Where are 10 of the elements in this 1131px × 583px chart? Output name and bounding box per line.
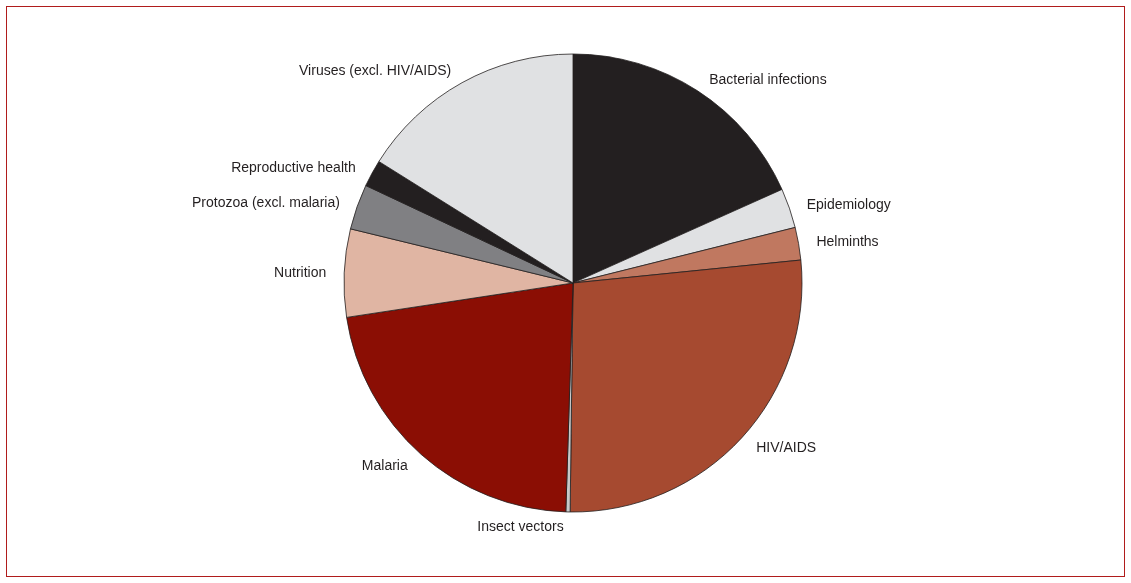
slice-label: Insect vectors: [477, 517, 564, 534]
slice-label: Protozoa (excl. malaria): [192, 194, 340, 211]
slice-label: Nutrition: [274, 264, 327, 281]
slice-label: Epidemiology: [806, 195, 891, 212]
slice-label: Viruses (excl. HIV/AIDS): [299, 62, 452, 79]
slice-label: Reproductive health: [231, 158, 356, 175]
slice-label: Malaria: [361, 456, 408, 473]
slice-label: Helminths: [816, 233, 879, 250]
slice-label: Bacterial infections: [709, 71, 827, 88]
slice-label: HIV/AIDS: [756, 439, 817, 456]
